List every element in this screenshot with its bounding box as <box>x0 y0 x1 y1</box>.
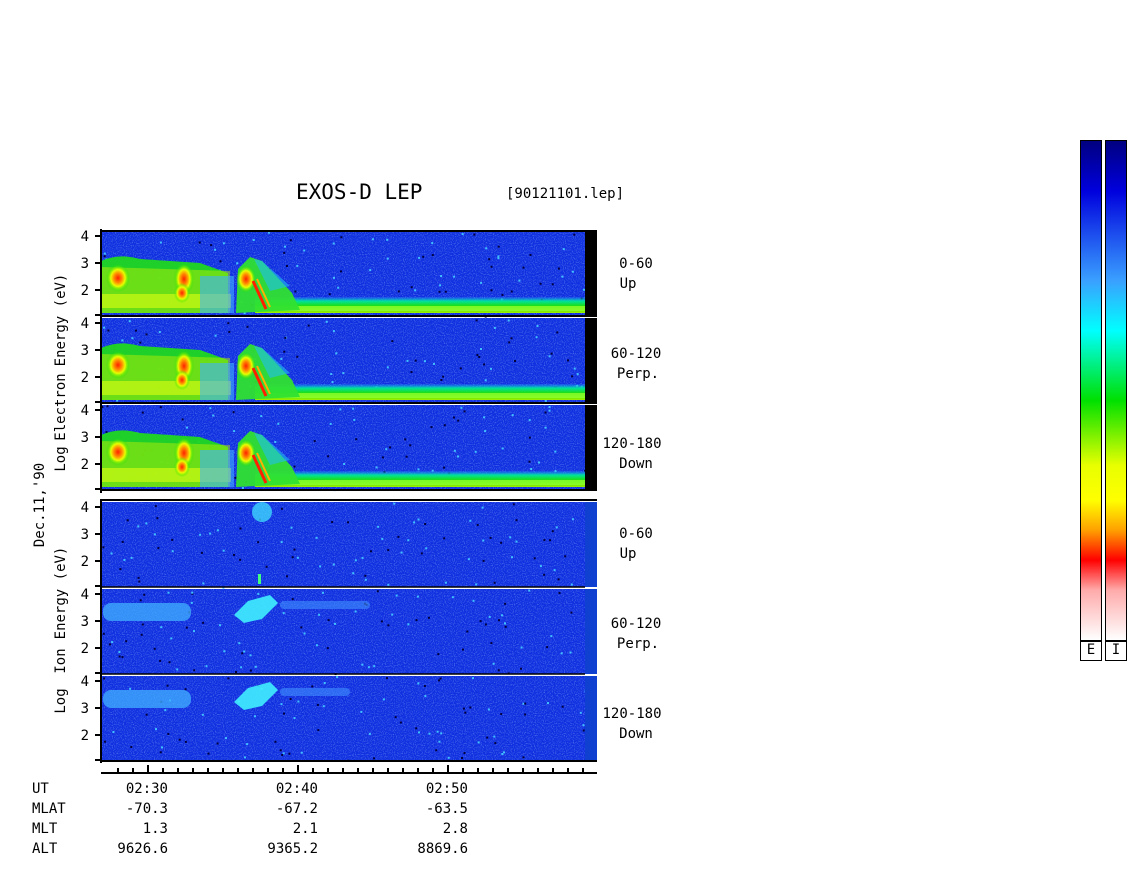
alt-value: 8869.6 <box>417 841 468 857</box>
mlat-value: -63.5 <box>425 801 468 817</box>
pitch-dir-label: Up <box>619 546 637 562</box>
axis-row-name-mlat: MLAT <box>32 801 66 817</box>
mlat-value: -70.3 <box>125 801 168 817</box>
y-tick-label: 4 <box>81 403 89 419</box>
y-tick-label: 2 <box>81 370 89 386</box>
electron-log-label: Log <box>53 446 69 472</box>
mlat-value: -67.2 <box>275 801 318 817</box>
pitch-range-label: 0-60 <box>619 256 653 272</box>
axis-row-name-mlt: MLT <box>32 821 58 837</box>
pitch-range-label: 60-120 <box>610 346 662 362</box>
electron-species-label: Electron <box>53 373 69 441</box>
pitch-dir-label: Perp. <box>616 366 660 382</box>
pitch-range-label: 120-180 <box>602 706 662 722</box>
y-tick-label: 4 <box>81 674 89 690</box>
electron-colorbar <box>1080 140 1102 641</box>
alt-value: 9365.2 <box>267 841 318 857</box>
pitch-dir-label: Up <box>619 276 637 292</box>
y-tick-label: 2 <box>81 283 89 299</box>
y-tick-label: 2 <box>81 641 89 657</box>
ion-species-label: Ion <box>53 648 69 674</box>
electron-energy-label: Energy (eV) <box>53 273 69 367</box>
pitch-dir-label: Down <box>619 726 653 742</box>
axis-row-name-ut: UT <box>32 781 49 797</box>
mlt-value: 2.1 <box>292 821 318 837</box>
pitch-range-label: 0-60 <box>619 526 653 542</box>
date-label: Dec.11,'90 <box>32 462 48 548</box>
y-tick-label: 2 <box>81 554 89 570</box>
ion-log-label: Log <box>53 688 69 714</box>
file-name: [90121101.lep] <box>506 186 625 202</box>
y-tick-label: 3 <box>81 430 89 446</box>
colorbar-label-i: I <box>1105 641 1127 661</box>
chart-title: EXOS-D LEP <box>296 180 423 204</box>
y-tick-label: 4 <box>81 587 89 603</box>
ut-value: 02:40 <box>275 781 318 797</box>
colorbar-label-e: E <box>1080 641 1102 661</box>
ut-value: 02:30 <box>125 781 168 797</box>
y-tick-label: 3 <box>81 527 89 543</box>
y-tick-label: 3 <box>81 614 89 630</box>
y-tick-label: 2 <box>81 457 89 473</box>
pitch-dir-label: Perp. <box>616 636 660 652</box>
mlt-value: 1.3 <box>142 821 168 837</box>
pitch-range-label: 60-120 <box>610 616 662 632</box>
y-tick-label: 2 <box>81 728 89 744</box>
y-tick-label: 3 <box>81 343 89 359</box>
y-tick-label: 4 <box>81 500 89 516</box>
ion-energy-label: Energy (eV) <box>53 546 69 640</box>
ut-value: 02:50 <box>425 781 468 797</box>
axis-row-name-alt: ALT <box>32 841 58 857</box>
y-tick-label: 3 <box>81 701 89 717</box>
alt-value: 9626.6 <box>117 841 168 857</box>
y-tick-label: 3 <box>81 256 89 272</box>
pitch-dir-label: Down <box>619 456 653 472</box>
pitch-range-label: 120-180 <box>602 436 662 452</box>
ion-colorbar <box>1105 140 1127 641</box>
y-tick-label: 4 <box>81 229 89 245</box>
mlt-value: 2.8 <box>442 821 468 837</box>
y-tick-label: 4 <box>81 316 89 332</box>
